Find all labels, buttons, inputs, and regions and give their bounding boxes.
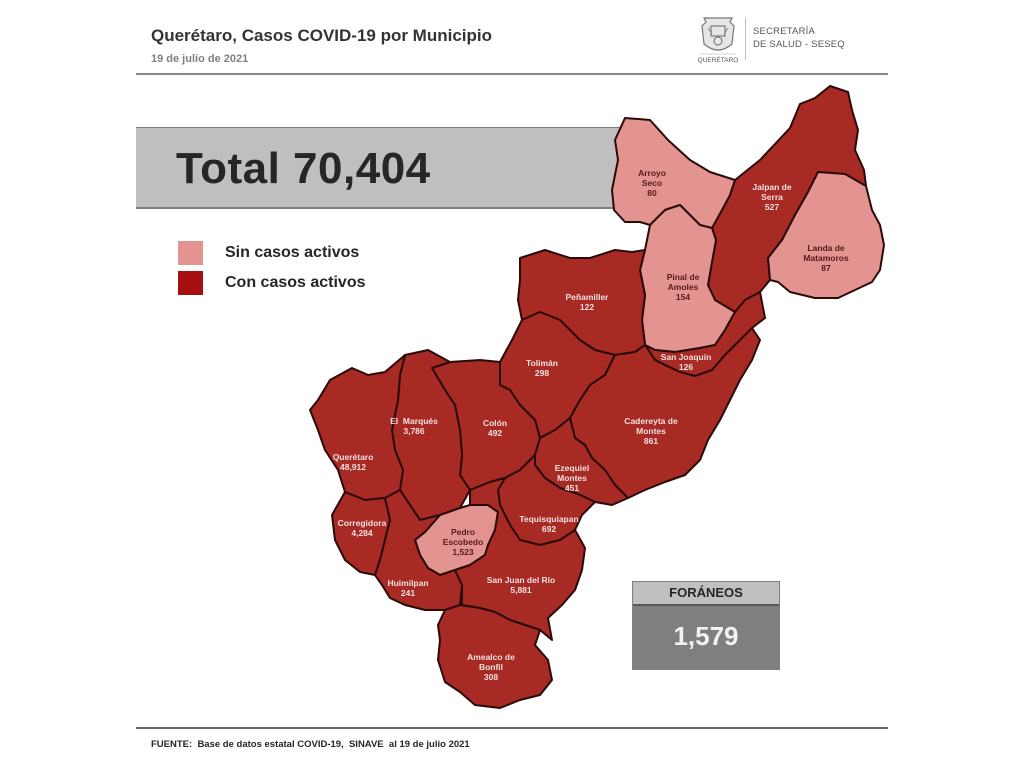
label-line: Amealco de — [467, 652, 515, 662]
case-count: 3,786 — [403, 426, 425, 436]
label-colon: Colón 492 — [483, 418, 507, 438]
case-count: 1,523 — [452, 547, 474, 557]
foraneos-value: 1,579 — [633, 606, 779, 669]
legend-label: Sin casos activos — [225, 244, 360, 261]
label-line: Serra — [761, 192, 783, 202]
header-rule — [136, 73, 888, 75]
label-line: Pedro — [450, 527, 476, 537]
agency-name: SECRETARÍA DE SALUD - SESEQ — [753, 25, 845, 51]
label-line: Colón — [482, 418, 508, 428]
label-line: Corregidora — [337, 518, 387, 528]
case-count: 5,881 — [510, 585, 532, 595]
legend-swatch-con-casos — [178, 271, 203, 295]
municipality-queretaro[interactable] — [309, 354, 406, 501]
total-cases: Total 70,404 — [176, 144, 431, 193]
agency-line-1: SECRETARÍA — [753, 26, 816, 37]
report-date: 19 de julio de 2021 — [151, 53, 249, 65]
case-count: 308 — [483, 672, 499, 682]
case-count: 126 — [678, 362, 694, 372]
municipality-amealco-de-bonfil[interactable] — [437, 604, 553, 709]
label-line: San Joaquín — [660, 352, 712, 362]
label-line: Escobedo — [442, 537, 484, 547]
label-line: Amoles — [667, 282, 699, 292]
legend-swatch-sin-casos — [178, 241, 203, 265]
case-count: 4,284 — [351, 528, 373, 538]
case-count: 692 — [541, 524, 557, 534]
label-cadereyta-de-montes: Cadereyta de Montes 861 — [624, 416, 677, 446]
label-line: Bonfil — [478, 662, 504, 672]
case-count: 861 — [643, 436, 659, 446]
label-line: Tequisquiapan — [519, 514, 579, 524]
case-count: 298 — [534, 368, 550, 378]
label-line: Seco — [641, 178, 663, 188]
source-note: FUENTE: Base de datos estatal COVID-19, … — [151, 739, 470, 750]
foraneos-label: FORÁNEOS — [633, 582, 779, 606]
label-tequisquiapan: Tequisquiapan 692 — [519, 514, 578, 534]
label-line: Querétaro — [332, 452, 374, 462]
label-pedro-escobedo: Pedro Escobedo 1,523 — [443, 527, 484, 557]
case-count: 451 — [564, 483, 580, 493]
label-line: Pinal de — [666, 272, 700, 282]
label-jalpan-de-serra: Jalpan de Serra 527 — [752, 182, 791, 212]
label-line: Montes — [557, 473, 587, 483]
case-count: 122 — [579, 302, 595, 312]
footer-rule — [136, 727, 888, 729]
label-line: Tolimán — [526, 358, 558, 368]
label-line: Arroyo — [638, 168, 666, 178]
label-line: Huimilpan — [387, 578, 429, 588]
label-huimilpan: Huimilpan 241 — [387, 578, 428, 598]
label-line: San Juan del Río — [486, 575, 556, 585]
label-landa-de-matamoros: Landa de Matamoros 87 — [803, 243, 848, 273]
label-line: Ezequiel — [554, 463, 590, 473]
case-count: 154 — [675, 292, 691, 302]
label-queretaro: Querétaro 48,912 — [333, 452, 374, 472]
label-amealco-de-bonfil: Amealco de Bonfil 308 — [467, 652, 515, 682]
label-pinal-de-amoles: Pinal de Amoles 154 — [667, 272, 700, 302]
label-san-juan-del-rio: San Juan del Río 5,881 — [487, 575, 556, 595]
legend-item-sin-casos: Sin casos activos — [178, 238, 366, 268]
label-line: Peñamiller — [565, 292, 609, 302]
page-title: Querétaro, Casos COVID-19 por Municipio — [151, 26, 493, 45]
legend-label: Con casos activos — [225, 274, 366, 291]
foraneos-box: FORÁNEOS 1,579 — [632, 581, 780, 670]
municipality-landa-de-matamoros[interactable] — [767, 171, 885, 299]
agency-line-2: DE SALUD - SESEQ — [753, 39, 845, 50]
case-count: 241 — [400, 588, 416, 598]
case-count: 80 — [647, 188, 657, 198]
svg-text:QUERÉTARO: QUERÉTARO — [698, 55, 739, 64]
queretaro-coat-of-arms-icon: QUERÉTARO — [698, 17, 739, 64]
label-line: Jalpan de — [752, 182, 792, 192]
case-count: 87 — [821, 263, 831, 273]
label-el-marques: El Marqués 3,786 — [390, 416, 438, 436]
legend: Sin casos activos Con casos activos — [178, 238, 366, 298]
label-line: Montes — [636, 426, 666, 436]
label-san-joaquin: San Joaquín 126 — [661, 352, 712, 372]
case-count: 527 — [764, 202, 780, 212]
label-corregidora: Corregidora 4,284 — [338, 518, 387, 538]
label-arroyo-seco: Arroyo Seco 80 — [638, 168, 666, 198]
municipality-san-juan-del-rio[interactable] — [454, 477, 586, 641]
label-toliman: Tolimán 298 — [526, 358, 558, 378]
logo-divider — [745, 18, 746, 60]
total-banner: Total 70,404 — [136, 127, 626, 209]
label-line: Landa de — [807, 243, 845, 253]
legend-item-con-casos: Con casos activos — [178, 268, 366, 298]
label-line: Cadereyta de — [624, 416, 678, 426]
label-line: El Marqués — [390, 416, 438, 426]
case-count: 492 — [487, 428, 503, 438]
case-count: 48,912 — [340, 462, 366, 472]
label-line: Matamoros — [803, 253, 849, 263]
label-penamiller: Peñamiller 122 — [566, 292, 609, 312]
label-ezequiel-montes: Ezequiel Montes 451 — [555, 463, 589, 493]
